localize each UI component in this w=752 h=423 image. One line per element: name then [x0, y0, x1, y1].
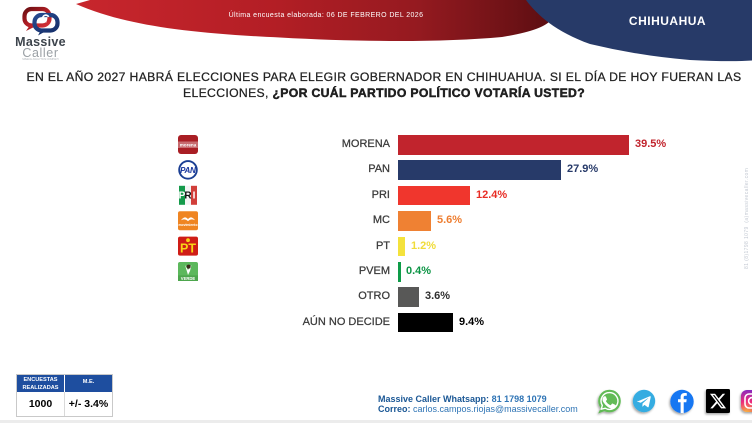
svg-text:morena: morena [180, 143, 197, 148]
svg-text:VERDE: VERDE [181, 276, 196, 281]
svg-text:R: R [184, 190, 192, 201]
svg-text:PT: PT [180, 242, 196, 256]
svg-text:movimiento: movimiento [178, 223, 197, 227]
svg-text:I: I [193, 190, 196, 201]
svg-text:P: P [179, 190, 186, 201]
svg-text:PAN: PAN [180, 166, 196, 175]
